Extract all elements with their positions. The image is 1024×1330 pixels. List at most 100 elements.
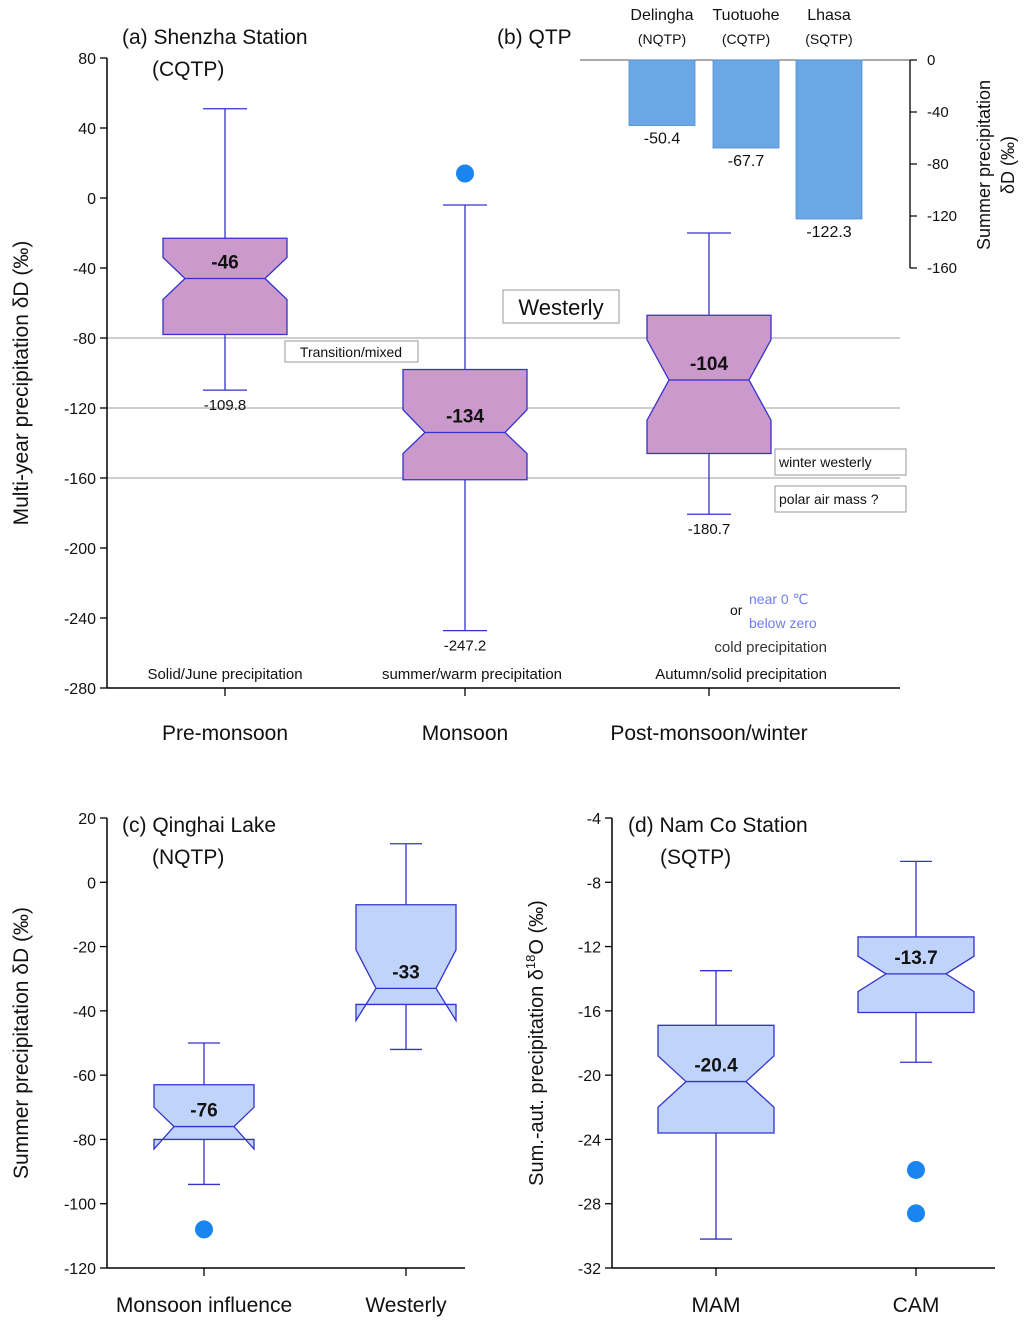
- d-ylabel-sup: 18: [523, 955, 538, 969]
- b-ytick-label: -160: [927, 260, 957, 277]
- a-westerly-label: Westerly: [518, 295, 603, 320]
- d-ytick-label: -4: [587, 811, 601, 828]
- d-outlier-point: [907, 1204, 925, 1223]
- b-station-label: Lhasa: [807, 7, 851, 24]
- panel-d-namco: -4 -8 -12 -16 -20 -24 -28 -32 MAM CAM -20.4 -13.7…: [523, 811, 995, 1317]
- b-ytick-label: -80: [927, 156, 949, 173]
- c-ytick-label: -40: [73, 1004, 96, 1021]
- a-ytick-label: -120: [64, 401, 96, 418]
- c-median-label: -76: [190, 1101, 217, 1122]
- a-below-zero: below zero: [749, 615, 817, 631]
- panel-c-qinghai: 20 0 -20 -40 -60 -80 -100 -120 Monsoon influenc…: [10, 811, 465, 1317]
- a-ytick-label: 80: [78, 51, 96, 68]
- a-median-label: -46: [211, 253, 238, 274]
- a-ytick-label: 40: [78, 121, 96, 138]
- panel-b-qtp: (b) QTP 0 -40 -80 -120 -160 -50.4 Delingha (NQ…: [497, 7, 1018, 277]
- b-ytick-label: -40: [927, 104, 949, 121]
- c-ylabel: Summer precipitation δD (‰): [10, 907, 33, 1179]
- a-transition-label: Transition/mixed: [300, 344, 402, 360]
- a-note-monsoon: summer/warm precipitation: [382, 666, 562, 683]
- d-box-body: [857, 936, 975, 1014]
- b-bar: [795, 59, 863, 220]
- d-ytick-label: -32: [578, 1261, 601, 1278]
- a-ytick-label: -160: [64, 471, 96, 488]
- d-ylabel: Sum.-aut. precipitation δ18O (‰): [523, 900, 548, 1186]
- a-transition-box: [284, 340, 419, 363]
- b-region-label: (NQTP): [638, 31, 686, 47]
- d-ytick-label: -20: [578, 1068, 601, 1085]
- a-min-label: -109.8: [204, 397, 247, 414]
- a-cold-precip: cold precipitation: [714, 639, 827, 656]
- panel-a-shenzha: 80 40 0 -40 -80 -120 -160 -200 -240 -280 Pre-mons…: [10, 26, 907, 745]
- d-boxes: -20.4 -13.7: [657, 860, 975, 1240]
- c-category-label: Monsoon influence: [116, 1294, 292, 1317]
- c-boxes: -76 -33: [153, 843, 457, 1239]
- d-category-label: MAM: [692, 1294, 741, 1317]
- a-winter-westerly-box: [774, 448, 907, 476]
- a-or-word: or: [730, 602, 743, 618]
- b-title: (b) QTP: [497, 26, 572, 49]
- c-median-label: -33: [392, 962, 419, 983]
- a-box-2: -104 -180.7: [646, 232, 772, 538]
- c-ytick-label: 0: [87, 875, 96, 892]
- c-category-label: Westerly: [365, 1294, 447, 1317]
- a-subtitle: (CQTP): [152, 58, 224, 81]
- a-ytick-label: -80: [73, 331, 96, 348]
- b-bar: [628, 59, 696, 126]
- b-ylabel-line2: δD (‰): [998, 136, 1018, 194]
- a-box-1: -134 -247.2: [402, 164, 528, 655]
- c-outlier-point: [195, 1220, 213, 1239]
- a-median-label: -134: [446, 407, 484, 428]
- a-note-pre: Solid/June precipitation: [147, 666, 302, 683]
- d-median-label: -13.7: [894, 948, 937, 969]
- c-ytick-label: -20: [73, 940, 96, 957]
- b-region-label: (CQTP): [722, 31, 770, 47]
- b-y-ticks: 0 -40 -80 -120 -160: [910, 52, 957, 277]
- a-ytick-label: -240: [64, 611, 96, 628]
- c-box-body: [153, 1084, 255, 1151]
- d-ylabel-suffix: O (‰): [526, 900, 548, 954]
- c-subtitle: (NQTP): [152, 846, 224, 869]
- c-ytick-label: -60: [73, 1068, 96, 1085]
- d-ytick-label: -28: [578, 1197, 601, 1214]
- a-x-ticks: Pre-monsoon Monsoon Post-monsoon/winter: [162, 688, 808, 745]
- c-box-body: [355, 904, 457, 1023]
- b-station-label: Delingha: [630, 7, 693, 24]
- c-box-1: -33: [355, 843, 457, 1051]
- a-y-ticks: 80 40 0 -40 -80 -120 -160 -200 -240 -280: [64, 51, 107, 698]
- c-y-ticks: 20 0 -20 -40 -60 -80 -100 -120: [64, 811, 107, 1278]
- b-ylabel-line1: Summer precipitation: [974, 80, 994, 250]
- b-station-label: Tuotuohe: [712, 7, 779, 24]
- d-median-label: -20.4: [694, 1056, 738, 1077]
- c-ytick-label: -80: [73, 1132, 96, 1149]
- b-ytick-label: 0: [927, 52, 935, 69]
- b-bar-value-label: -50.4: [644, 131, 681, 148]
- a-near-zero: near 0 ℃: [749, 591, 808, 607]
- d-box-body: [657, 1024, 775, 1134]
- a-polar-label: polar air mass ?: [779, 491, 879, 507]
- a-ytick-label: -200: [64, 541, 96, 558]
- d-ytick-label: -12: [578, 940, 601, 957]
- b-bar: [712, 59, 780, 149]
- a-box-body: [402, 368, 528, 481]
- a-min-label: -247.2: [444, 638, 487, 655]
- d-ytick-label: -16: [578, 1004, 601, 1021]
- a-ytick-label: -40: [73, 261, 96, 278]
- a-box-body: [162, 237, 288, 336]
- d-ytick-label: -24: [578, 1132, 601, 1149]
- d-box-1: -13.7: [857, 860, 975, 1223]
- a-title: (a) Shenzha Station: [122, 26, 308, 49]
- a-box-0: -46 -109.8: [162, 108, 288, 414]
- a-ytick-label: -280: [64, 681, 96, 698]
- a-outlier-point: [456, 164, 474, 183]
- a-min-label: -180.7: [688, 521, 731, 538]
- b-bars: -50.4 Delingha (NQTP) -67.7 Tuotuohe (CQTP) -1…: [628, 7, 863, 241]
- c-ytick-label: 20: [78, 811, 96, 828]
- d-ylabel-prefix: Sum.-aut. precipitation δ: [526, 969, 548, 1186]
- a-ylabel: Multi-year precipitation δD (‰): [10, 241, 33, 526]
- d-subtitle: (SQTP): [660, 846, 731, 869]
- c-x-ticks: Monsoon influence Westerly: [116, 1268, 447, 1317]
- d-y-ticks: -4 -8 -12 -16 -20 -24 -28 -32: [578, 811, 612, 1278]
- a-category-label: Monsoon: [422, 722, 508, 745]
